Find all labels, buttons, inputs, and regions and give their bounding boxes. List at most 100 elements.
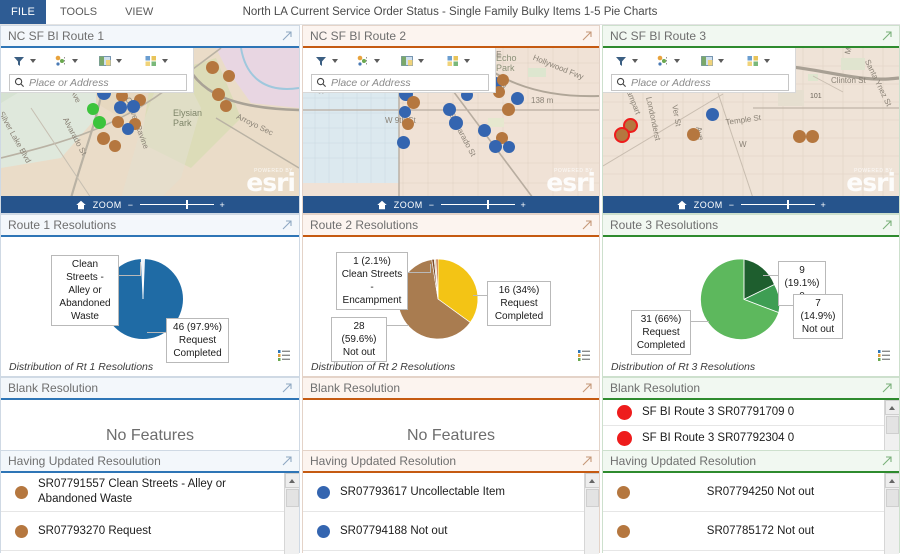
zoom-slider[interactable] (440, 200, 515, 209)
expand-icon[interactable] (281, 30, 293, 42)
list-item[interactable]: SF BI Route 3 SR07792304 0 (603, 426, 899, 452)
basemap-tool-3[interactable] (697, 54, 727, 68)
chevron-down-icon[interactable] (718, 59, 724, 63)
zoom-slider[interactable] (740, 200, 815, 209)
expand-icon[interactable] (581, 219, 593, 231)
map-marker[interactable] (407, 96, 420, 109)
scrollbar-thumb[interactable] (286, 489, 299, 507)
map-marker[interactable] (212, 88, 225, 101)
map-marker[interactable] (109, 140, 121, 152)
map-marker[interactable] (93, 116, 106, 129)
map-marker[interactable] (112, 116, 124, 128)
basemap-tool-1[interactable] (95, 54, 125, 68)
expand-icon[interactable] (881, 30, 893, 42)
pie-chart-3[interactable] (603, 237, 899, 377)
map-marker[interactable] (402, 118, 414, 130)
list-item[interactable]: SR07793270 Request (1, 512, 299, 551)
map-marker[interactable] (503, 141, 515, 153)
search-input-3[interactable]: Place or Address (611, 74, 789, 91)
home-icon[interactable] (376, 199, 388, 211)
map-marker[interactable] (220, 100, 232, 112)
map-marker[interactable] (449, 116, 463, 130)
home-icon[interactable] (75, 199, 87, 211)
legend-icon[interactable] (577, 348, 591, 362)
layers-tool-1[interactable] (141, 54, 171, 68)
zoom-slider-handle[interactable] (786, 200, 789, 209)
search-input-2[interactable]: Place or Address (311, 74, 489, 91)
menu-view[interactable]: VIEW (111, 0, 167, 24)
chevron-down-icon[interactable] (674, 59, 680, 63)
chevron-down-icon[interactable] (418, 59, 424, 63)
scroll-up-button[interactable] (884, 473, 899, 488)
map-marker[interactable] (116, 90, 128, 102)
legend-icon[interactable] (877, 348, 891, 362)
list-scrollbar[interactable] (284, 473, 299, 554)
pie-chart-1[interactable] (1, 237, 299, 376)
map-marker[interactable] (223, 70, 235, 82)
select-tool-3[interactable] (653, 54, 683, 68)
filter-tool-2[interactable] (311, 54, 341, 68)
layers-tool-2[interactable] (443, 54, 473, 68)
list-item[interactable]: SR07794250 Not out (603, 473, 899, 512)
scrollbar-thumb[interactable] (886, 489, 899, 507)
chevron-down-icon[interactable] (464, 59, 470, 63)
chevron-down-icon[interactable] (30, 59, 36, 63)
zoom-slider-handle[interactable] (486, 200, 489, 209)
zoom-slider-handle[interactable] (185, 200, 188, 209)
scroll-up-button[interactable] (884, 400, 899, 415)
chevron-down-icon[interactable] (72, 59, 78, 63)
filter-tool-1[interactable] (9, 54, 39, 68)
zoom-out-button[interactable]: − (127, 199, 134, 210)
map-marker[interactable] (687, 128, 700, 141)
chevron-down-icon[interactable] (764, 59, 770, 63)
map-marker[interactable] (489, 140, 502, 153)
chevron-down-icon[interactable] (374, 59, 380, 63)
zoom-slider[interactable] (139, 200, 214, 209)
chevron-down-icon[interactable] (116, 59, 122, 63)
map-marker-selected[interactable] (614, 127, 630, 143)
zoom-in-button[interactable]: + (820, 199, 827, 210)
chevron-down-icon[interactable] (332, 59, 338, 63)
expand-icon[interactable] (581, 382, 593, 394)
scroll-up-button[interactable] (284, 473, 299, 488)
expand-icon[interactable] (881, 455, 893, 467)
list-item[interactable]: SR07793617 Uncollectable Item (303, 473, 599, 512)
list-item[interactable]: SR07791557 Clean Streets - Alley or Aban… (1, 473, 299, 512)
map-marker[interactable] (87, 103, 99, 115)
map-marker[interactable] (399, 106, 411, 118)
layers-tool-3[interactable] (743, 54, 773, 68)
pie-chart-2[interactable] (303, 237, 599, 376)
legend-icon[interactable] (277, 348, 291, 362)
map-marker[interactable] (206, 61, 219, 74)
scrollbar-thumb[interactable] (886, 416, 899, 434)
zoom-in-button[interactable]: + (219, 199, 226, 210)
map-marker[interactable] (502, 103, 515, 116)
expand-icon[interactable] (581, 30, 593, 42)
menu-tools[interactable]: TOOLS (46, 0, 111, 24)
expand-icon[interactable] (281, 382, 293, 394)
list-scrollbar[interactable] (584, 473, 599, 554)
list-item[interactable]: SR07794188 Not out (303, 512, 599, 551)
map-marker[interactable] (122, 123, 134, 135)
list-scrollbar[interactable] (884, 473, 899, 554)
map-marker[interactable] (127, 100, 140, 113)
zoom-in-button[interactable]: + (520, 199, 527, 210)
map-marker[interactable] (443, 103, 456, 116)
map-marker[interactable] (97, 132, 110, 145)
zoom-out-button[interactable]: − (728, 199, 735, 210)
map-marker[interactable] (493, 86, 505, 98)
chevron-down-icon[interactable] (632, 59, 638, 63)
map-marker[interactable] (114, 101, 127, 114)
map-marker[interactable] (706, 108, 719, 121)
menu-file[interactable]: FILE (0, 0, 46, 24)
map-marker[interactable] (478, 124, 491, 137)
scrollbar-thumb[interactable] (586, 489, 599, 507)
zoom-out-button[interactable]: − (428, 199, 435, 210)
map-marker[interactable] (793, 130, 806, 143)
expand-icon[interactable] (881, 219, 893, 231)
select-tool-1[interactable] (51, 54, 81, 68)
basemap-tool-2[interactable] (397, 54, 427, 68)
map-marker[interactable] (806, 130, 819, 143)
expand-icon[interactable] (281, 219, 293, 231)
home-icon[interactable] (676, 199, 688, 211)
